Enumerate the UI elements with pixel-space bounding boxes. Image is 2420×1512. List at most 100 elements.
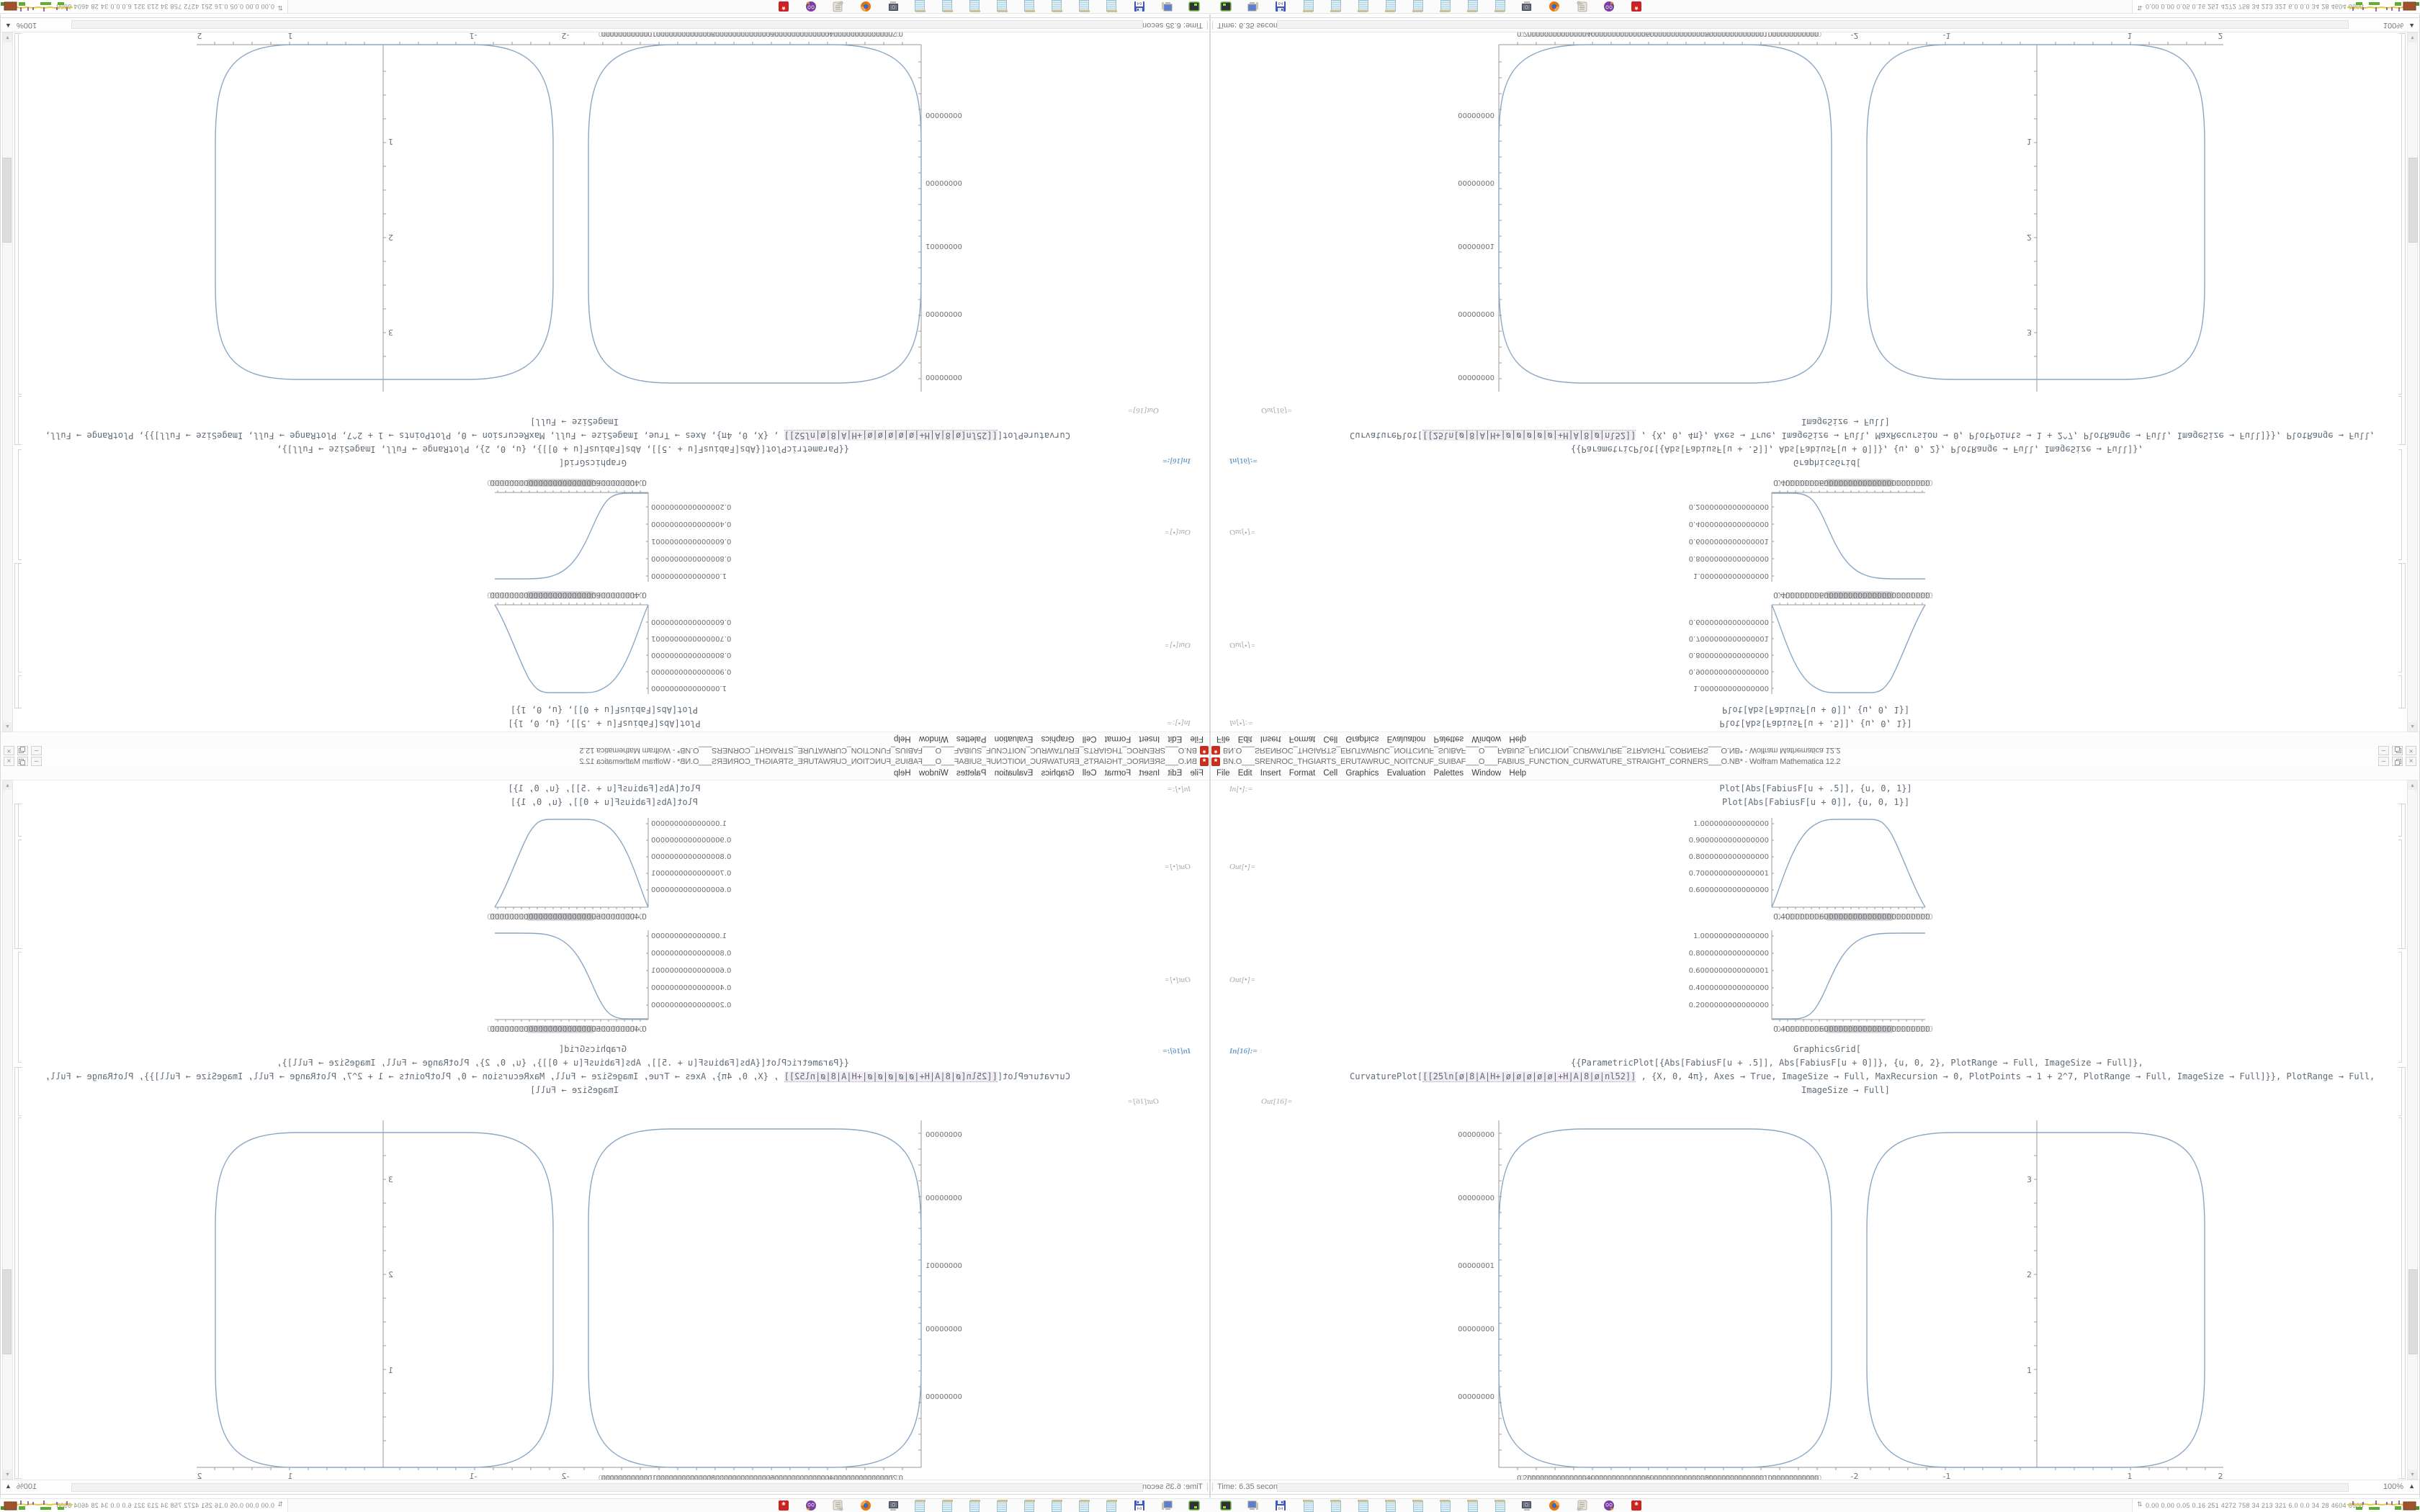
cell-group-bracket-2[interactable] bbox=[14, 1067, 18, 1479]
horizontal-scrollbar[interactable] bbox=[1277, 20, 2349, 29]
notepad-icon[interactable] bbox=[1384, 1500, 1396, 1512]
zoom-level[interactable]: 100% bbox=[2383, 1482, 2403, 1491]
scroll-document-icon[interactable] bbox=[1576, 1, 1587, 12]
menu-window[interactable]: Window bbox=[918, 769, 949, 778]
horizontal-scrollbar[interactable] bbox=[71, 1483, 1143, 1492]
cell-bracket-input2[interactable] bbox=[2398, 1067, 2402, 1116]
restore-button[interactable] bbox=[17, 757, 28, 766]
floppy-64-icon[interactable]: 64 bbox=[1134, 1, 1145, 12]
menu-format[interactable]: Format bbox=[1289, 769, 1316, 778]
display-icon[interactable] bbox=[1161, 1, 1173, 12]
cell-bracket-input2[interactable] bbox=[18, 1067, 22, 1116]
notepad-icon[interactable] bbox=[1079, 1500, 1090, 1512]
notepad-icon[interactable] bbox=[915, 0, 926, 12]
scroll-down-button[interactable]: ▾ bbox=[2408, 1470, 2417, 1479]
notepad-icon[interactable] bbox=[1330, 1500, 1341, 1512]
menu-insert[interactable]: Insert bbox=[1139, 734, 1160, 743]
notepad-icon[interactable] bbox=[1412, 1500, 1423, 1512]
menu-palettes[interactable]: Palettes bbox=[956, 734, 987, 743]
menu-format[interactable]: Format bbox=[1104, 734, 1131, 743]
notepad-icon[interactable] bbox=[1439, 1500, 1451, 1512]
zoom-level[interactable]: 100% bbox=[17, 21, 37, 30]
menu-insert[interactable]: Insert bbox=[1139, 769, 1160, 778]
red-gear-icon[interactable]: * bbox=[778, 1, 789, 12]
vertical-scrollbar[interactable]: ▴ ▾ bbox=[2407, 780, 2418, 1480]
vertical-scrollbar[interactable]: ▴ ▾ bbox=[2, 780, 13, 1480]
cell-bracket-out2[interactable] bbox=[2398, 952, 2402, 1063]
scroll-document-icon[interactable] bbox=[833, 1500, 844, 1511]
menu-insert[interactable]: Insert bbox=[1260, 769, 1281, 778]
menu-format[interactable]: Format bbox=[1104, 769, 1131, 778]
notepad-icon[interactable] bbox=[1357, 0, 1368, 12]
cell-bracket-out3[interactable] bbox=[18, 33, 22, 395]
scroll-up-button[interactable]: ▴ bbox=[2408, 722, 2417, 732]
notebook-content[interactable]: In[•]:= Plot[Abs[FabiusF[u + .5]], {u, 0… bbox=[15, 780, 1193, 1482]
minimize-button[interactable]: – bbox=[2378, 757, 2389, 766]
scroll-document-icon[interactable] bbox=[833, 1, 844, 12]
scroll-up-button[interactable]: ▴ bbox=[3, 780, 12, 790]
close-button[interactable]: × bbox=[2406, 757, 2416, 766]
terminal-icon[interactable] bbox=[1188, 1, 1200, 12]
zoom-menu-arrow[interactable]: ▲ bbox=[5, 1482, 12, 1490]
close-button[interactable]: × bbox=[2406, 746, 2416, 755]
display-icon[interactable] bbox=[1161, 1500, 1173, 1511]
cell-bracket-out2[interactable] bbox=[18, 449, 22, 560]
notepad-icon[interactable] bbox=[942, 0, 954, 12]
menu-help[interactable]: Help bbox=[893, 769, 911, 778]
notepad-icon[interactable] bbox=[1024, 0, 1036, 12]
input-graphicsgrid-line1[interactable]: GraphicsGrid[ bbox=[1793, 1044, 1861, 1054]
notepad-icon[interactable] bbox=[1412, 0, 1423, 12]
cell-group-bracket-2[interactable] bbox=[2402, 1067, 2406, 1479]
floppy-64-icon[interactable]: 64 bbox=[1275, 1500, 1286, 1511]
vertical-scrollbar[interactable]: ▴ ▾ bbox=[2, 32, 13, 732]
terminal-icon[interactable] bbox=[1188, 1500, 1200, 1511]
menu-cell[interactable]: Cell bbox=[1323, 769, 1338, 778]
cell-bracket-input2[interactable] bbox=[18, 396, 22, 445]
input-graphicsgrid-line2[interactable]: {{ParametricPlot[{Abs[FabiusF[u + .5]], … bbox=[277, 1058, 849, 1068]
input-graphicsgrid-line3[interactable]: CurvaturePlot[[[25ln[ø|8|A|H+|ø|ø|ø|ø|ø|… bbox=[45, 1071, 1070, 1082]
menu-edit[interactable]: Edit bbox=[1237, 734, 1252, 743]
scroll-up-button[interactable]: ▴ bbox=[2408, 780, 2417, 790]
menu-cell[interactable]: Cell bbox=[1082, 734, 1097, 743]
firefox-icon[interactable] bbox=[1549, 1, 1560, 12]
menu-format[interactable]: Format bbox=[1289, 734, 1316, 743]
terminal-icon[interactable] bbox=[1220, 1, 1232, 12]
menu-evaluation[interactable]: Evaluation bbox=[1386, 734, 1426, 743]
menu-edit[interactable]: Edit bbox=[1168, 734, 1183, 743]
menu-cell[interactable]: Cell bbox=[1323, 734, 1338, 743]
scroll-document-icon[interactable] bbox=[1576, 1500, 1587, 1511]
menu-window[interactable]: Window bbox=[1471, 769, 1502, 778]
menu-evaluation[interactable]: Evaluation bbox=[1386, 769, 1426, 778]
input-graphicsgrid-line3[interactable]: CurvaturePlot[[[25ln[ø|8|A|H+|ø|ø|ø|ø|ø|… bbox=[1350, 1071, 2375, 1082]
menu-graphics[interactable]: Graphics bbox=[1345, 769, 1379, 778]
cell-bracket-out2[interactable] bbox=[2398, 449, 2402, 560]
title-bar[interactable]: * BN.O___SRENROC_THGIARTS_ERUTAWRUC_NOIT… bbox=[1211, 744, 2419, 756]
owl-icon[interactable] bbox=[1603, 1500, 1615, 1511]
notepad-icon[interactable] bbox=[1439, 0, 1451, 12]
input-cell-plot2[interactable]: Plot[Abs[FabiusF[u + 0]], {u, 0, 1}] bbox=[510, 705, 699, 715]
menu-evaluation[interactable]: Evaluation bbox=[994, 769, 1034, 778]
notepad-icon[interactable] bbox=[1079, 0, 1090, 12]
notepad-icon[interactable] bbox=[1302, 1500, 1314, 1512]
title-bar[interactable]: * BN.O___SRENROC_THGIARTS_ERUTAWRUC_NOIT… bbox=[1211, 756, 2419, 768]
firefox-icon[interactable] bbox=[860, 1, 871, 12]
notepad-icon[interactable] bbox=[1106, 0, 1118, 12]
input-graphicsgrid-line4[interactable]: ImageSize → Full] bbox=[530, 1085, 619, 1095]
input-graphicsgrid-line1[interactable]: GraphicsGrid[ bbox=[559, 1044, 627, 1054]
menu-palettes[interactable]: Palettes bbox=[956, 769, 987, 778]
zoom-menu-arrow[interactable]: ▲ bbox=[2408, 22, 2415, 30]
cell-group-bracket-2[interactable] bbox=[2402, 33, 2406, 445]
display-icon[interactable] bbox=[1247, 1500, 1259, 1511]
menu-file[interactable]: File bbox=[1190, 734, 1204, 743]
cell-group-bracket-2[interactable] bbox=[14, 33, 18, 445]
notepad-icon[interactable] bbox=[1466, 0, 1478, 12]
notepad-icon[interactable] bbox=[1466, 1500, 1478, 1512]
notepad-icon[interactable] bbox=[1384, 0, 1396, 12]
input-graphicsgrid-line1[interactable]: GraphicsGrid[ bbox=[559, 458, 627, 468]
cell-group-bracket-1[interactable] bbox=[14, 563, 18, 708]
menu-graphics[interactable]: Graphics bbox=[1041, 769, 1075, 778]
title-bar[interactable]: * BN.O___SRENROC_THGIARTS_ERUTAWRUC_NOIT… bbox=[1, 744, 1209, 756]
notebook-content[interactable]: In[•]:= Plot[Abs[FabiusF[u + .5]], {u, 0… bbox=[15, 30, 1193, 732]
cell-bracket-input1[interactable] bbox=[18, 675, 22, 708]
minimize-button[interactable]: – bbox=[31, 746, 42, 755]
